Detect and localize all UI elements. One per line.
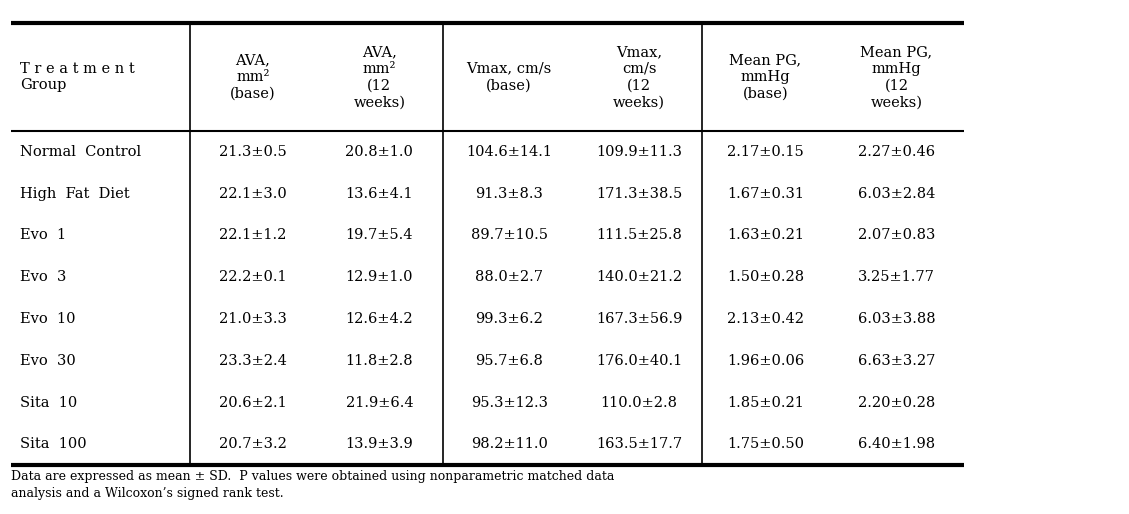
Text: 95.7±6.8: 95.7±6.8 [475, 354, 543, 368]
Text: 22.1±1.2: 22.1±1.2 [219, 229, 287, 243]
Text: 2.17±0.15: 2.17±0.15 [727, 145, 804, 159]
Text: 99.3±6.2: 99.3±6.2 [475, 312, 543, 326]
Text: 6.03±3.88: 6.03±3.88 [858, 312, 935, 326]
Text: 2.07±0.83: 2.07±0.83 [858, 229, 935, 243]
Text: 6.40±1.98: 6.40±1.98 [858, 437, 935, 451]
Text: 111.5±25.8: 111.5±25.8 [596, 229, 682, 243]
Text: 13.6±4.1: 13.6±4.1 [345, 187, 413, 200]
Text: 98.2±11.0: 98.2±11.0 [471, 437, 548, 451]
Text: 23.3±2.4: 23.3±2.4 [219, 354, 287, 368]
Text: 88.0±2.7: 88.0±2.7 [475, 270, 543, 284]
Text: 2.27±0.46: 2.27±0.46 [858, 145, 935, 159]
Text: 6.03±2.84: 6.03±2.84 [858, 187, 935, 200]
Text: 12.6±4.2: 12.6±4.2 [345, 312, 413, 326]
Text: 104.6±14.1: 104.6±14.1 [466, 145, 552, 159]
Text: AVA,
mm²
(12
weeks): AVA, mm² (12 weeks) [353, 45, 405, 109]
Text: 11.8±2.8: 11.8±2.8 [345, 354, 413, 368]
Text: 21.9±6.4: 21.9±6.4 [345, 396, 413, 410]
Text: T r e a t m e n t
Group: T r e a t m e n t Group [20, 62, 135, 93]
Text: Evo  1: Evo 1 [20, 229, 67, 243]
Text: Evo  10: Evo 10 [20, 312, 76, 326]
Text: 22.2±0.1: 22.2±0.1 [219, 270, 287, 284]
Text: 12.9±1.0: 12.9±1.0 [345, 270, 413, 284]
Text: 176.0±40.1: 176.0±40.1 [596, 354, 682, 368]
Text: 20.8±1.0: 20.8±1.0 [345, 145, 413, 159]
Text: Sita  10: Sita 10 [20, 396, 78, 410]
Text: 1.50±0.28: 1.50±0.28 [727, 270, 804, 284]
Text: 1.96±0.06: 1.96±0.06 [727, 354, 804, 368]
Text: 140.0±21.2: 140.0±21.2 [596, 270, 682, 284]
Text: 1.85±0.21: 1.85±0.21 [727, 396, 804, 410]
Text: 21.0±3.3: 21.0±3.3 [219, 312, 287, 326]
Text: 1.67±0.31: 1.67±0.31 [727, 187, 804, 200]
Text: 13.9±3.9: 13.9±3.9 [345, 437, 413, 451]
Text: Vmax, cm/s
(base): Vmax, cm/s (base) [466, 62, 552, 93]
Text: 110.0±2.8: 110.0±2.8 [601, 396, 677, 410]
Text: High  Fat  Diet: High Fat Diet [20, 187, 130, 200]
Text: Evo  3: Evo 3 [20, 270, 67, 284]
Text: 95.3±12.3: 95.3±12.3 [471, 396, 548, 410]
Text: Evo  30: Evo 30 [20, 354, 76, 368]
Text: 167.3±56.9: 167.3±56.9 [596, 312, 682, 326]
Text: 19.7±5.4: 19.7±5.4 [345, 229, 413, 243]
Text: 6.63±3.27: 6.63±3.27 [858, 354, 935, 368]
Text: Data are expressed as mean ± SD.  P values were obtained using nonparametric mat: Data are expressed as mean ± SD. P value… [11, 470, 614, 500]
Text: Sita  100: Sita 100 [20, 437, 87, 451]
Text: 2.20±0.28: 2.20±0.28 [858, 396, 935, 410]
Text: 91.3±8.3: 91.3±8.3 [475, 187, 543, 200]
Text: 1.63±0.21: 1.63±0.21 [727, 229, 804, 243]
Text: Mean PG,
mmHg
(base): Mean PG, mmHg (base) [729, 53, 802, 101]
Text: 1.75±0.50: 1.75±0.50 [727, 437, 804, 451]
Text: 163.5±17.7: 163.5±17.7 [596, 437, 682, 451]
Text: Vmax,
cm/s
(12
weeks): Vmax, cm/s (12 weeks) [613, 45, 665, 109]
Text: 109.9±11.3: 109.9±11.3 [596, 145, 682, 159]
Text: 22.1±3.0: 22.1±3.0 [219, 187, 287, 200]
Text: 21.3±0.5: 21.3±0.5 [219, 145, 287, 159]
Text: AVA,
mm²
(base): AVA, mm² (base) [230, 53, 275, 101]
Text: 20.6±2.1: 20.6±2.1 [219, 396, 287, 410]
Text: 2.13±0.42: 2.13±0.42 [727, 312, 804, 326]
Text: 3.25±1.77: 3.25±1.77 [858, 270, 935, 284]
Text: 171.3±38.5: 171.3±38.5 [596, 187, 682, 200]
Text: 20.7±3.2: 20.7±3.2 [219, 437, 287, 451]
Text: Normal  Control: Normal Control [20, 145, 141, 159]
Text: 89.7±10.5: 89.7±10.5 [471, 229, 548, 243]
Text: Mean PG,
mmHg
(12
weeks): Mean PG, mmHg (12 weeks) [860, 45, 933, 109]
